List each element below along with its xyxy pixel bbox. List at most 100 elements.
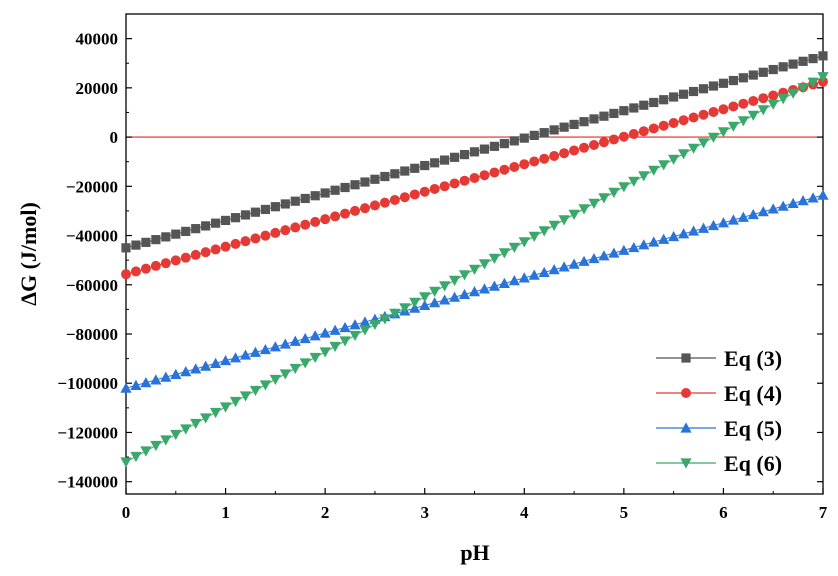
data-point [589,114,599,124]
data-point [160,258,171,269]
data-point [558,261,570,272]
data-point [289,335,301,346]
data-point [429,286,441,297]
data-point [191,224,201,234]
series-1 [121,51,828,253]
data-point [379,197,390,208]
x-axis-label: pH [460,540,489,565]
data-point [230,213,241,223]
data-point [359,203,370,214]
data-point [549,125,559,135]
data-point [569,119,579,130]
data-point [320,188,330,198]
data-point [219,354,232,366]
legend-marker [680,422,692,433]
data-point [150,374,162,385]
data-point [269,341,281,352]
y-tick-label: −120000 [57,423,118,442]
data-point [588,252,600,264]
data-point [748,70,758,80]
data-point [568,209,580,220]
x-tick-label: 2 [321,503,330,522]
data-point [538,226,550,237]
series-2 [121,76,828,280]
data-point [717,217,730,228]
data-point [478,259,491,270]
data-point [807,77,819,88]
data-point [190,418,202,430]
data-point [389,308,401,320]
data-point [788,59,798,69]
y-tick-label: −80000 [66,325,118,344]
data-point [420,160,430,171]
data-point [270,202,280,212]
data-point [697,138,710,149]
data-point [210,407,222,419]
data-point [279,369,291,380]
data-point [410,163,420,173]
data-point [807,192,819,203]
legend-label: Eq (5) [724,416,782,441]
data-point [309,352,321,364]
data-point [249,346,262,357]
data-point [350,180,360,190]
data-point [171,229,181,239]
data-point [618,244,630,255]
data-point [239,391,252,402]
data-point [319,347,331,358]
data-point [181,226,191,236]
data-point [629,103,639,113]
data-point [628,241,640,253]
data-point [150,260,161,271]
data-point [439,281,451,292]
legend-label: Eq (6) [724,451,782,476]
data-point [359,316,371,327]
data-point [778,62,788,72]
data-point [768,90,779,101]
data-point [260,230,271,241]
data-point [579,142,590,153]
data-point [559,148,570,159]
data-point [548,264,560,275]
data-point [727,214,739,225]
data-point [687,143,700,154]
data-point [697,222,710,233]
data-point [509,161,520,172]
data-point [130,451,142,463]
data-point [479,170,490,181]
data-point [239,349,252,360]
data-point [767,203,779,214]
data-point [201,221,211,231]
data-point [419,186,430,197]
data-point [339,336,351,347]
legend-label: Eq (4) [724,381,782,406]
data-point [249,385,262,397]
data-point [140,446,152,457]
y-tick-label: −40000 [66,227,118,246]
data-point [528,269,540,280]
data-point [519,133,529,143]
data-point [598,137,609,148]
data-point [758,93,769,104]
data-point [528,231,540,242]
y-tick-label: −140000 [57,473,118,492]
data-point [698,84,709,94]
plot-frame [125,13,824,495]
data-point [489,167,500,178]
data-point [767,99,779,110]
data-point [508,242,520,253]
data-point [269,374,281,386]
data-point [757,105,769,116]
data-point [458,288,471,300]
data-point [747,110,759,121]
data-point [369,200,380,211]
data-point [130,379,142,390]
data-point [598,250,610,261]
data-point [240,210,251,220]
data-point [658,233,670,244]
data-point [489,141,500,151]
data-point [161,232,171,242]
data-point [818,51,828,61]
data-point [160,435,172,446]
data-point [468,264,481,275]
